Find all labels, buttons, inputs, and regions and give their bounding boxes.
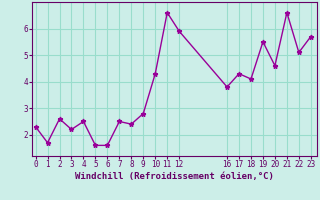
X-axis label: Windchill (Refroidissement éolien,°C): Windchill (Refroidissement éolien,°C) <box>75 172 274 181</box>
